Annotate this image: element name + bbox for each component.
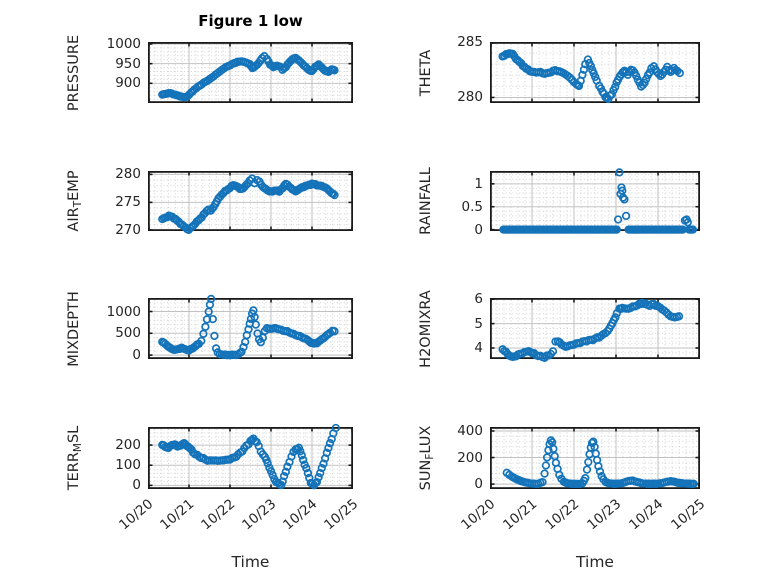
- plot-area-terrmsl: [147, 423, 353, 490]
- axes-frame: [147, 297, 353, 360]
- y-axis-label-subscript: M: [72, 443, 84, 453]
- subplot-rainfall: [489, 168, 700, 234]
- y-tick-label: 6: [474, 291, 483, 308]
- data-series-rainfall: [499, 168, 698, 234]
- plot-area-pressure: [147, 41, 353, 104]
- data-series-pressure: [158, 52, 339, 102]
- y-tick-label: 270: [115, 222, 141, 239]
- axes-frame: [147, 426, 353, 490]
- y-axis-label-subscript: F: [424, 453, 436, 460]
- y-axis-label-mixdepth: MIXDEPTH: [66, 290, 82, 367]
- y-tick-label: 500: [115, 325, 141, 342]
- y-tick-label: 0.5: [461, 198, 483, 215]
- y-tick-label: 285: [457, 34, 483, 50]
- y-axis-label-sunflux: SUNFLUX: [418, 425, 436, 491]
- x-axis-label-left: Time: [231, 553, 270, 571]
- data-series-h2omixra: [498, 298, 684, 362]
- y-axis-label-rainfall: RAINFALL: [418, 167, 434, 235]
- y-tick-label: 400: [457, 422, 483, 439]
- subplot-pressure: [147, 41, 353, 104]
- axes-frame: [147, 41, 353, 104]
- data-series-theta: [498, 49, 684, 104]
- grid-minor: [150, 173, 351, 229]
- y-axis-label-theta: THETA: [418, 49, 434, 96]
- y-axis-label-pressure: PRESSURE: [66, 34, 82, 111]
- y-axis-label-subscript: T: [72, 200, 84, 208]
- axes-frame: [147, 170, 353, 232]
- y-tick-label: 280: [457, 89, 483, 106]
- y-axis-label-terrmsl: TERRMSL: [66, 425, 84, 491]
- plot-area-h2omixra: [489, 297, 700, 362]
- data-series-terrmsl: [158, 423, 340, 490]
- y-tick-label: 1000: [106, 303, 141, 320]
- y-tick-label: 0: [474, 221, 483, 238]
- y-tick-label: 0: [132, 347, 141, 364]
- y-tick-label: 1000: [106, 35, 141, 52]
- y-tick-label: 275: [115, 194, 141, 211]
- data-series-airtemp: [158, 174, 339, 235]
- data-series-mixdepth: [158, 294, 339, 360]
- plot-area-theta: [489, 41, 700, 104]
- x-axis-label-right: Time: [576, 553, 614, 571]
- y-tick-label: 1: [474, 175, 483, 192]
- subplot-terrmsl: [147, 423, 353, 490]
- y-tick-label: 100: [115, 457, 141, 474]
- y-tick-label: 950: [115, 55, 141, 72]
- y-tick-label: 0: [474, 476, 483, 493]
- y-tick-label: 200: [115, 437, 141, 454]
- y-tick-label: 200: [457, 449, 483, 466]
- y-tick-label: 900: [115, 75, 141, 92]
- y-tick-label: 280: [115, 166, 141, 183]
- grid-minor: [492, 173, 698, 229]
- plot-area-airtemp: [147, 170, 353, 235]
- y-axis-label-h2omixra: H2OMIXRA: [418, 289, 434, 368]
- plot-area-sunflux: [489, 426, 700, 490]
- subplot-airtemp: [147, 170, 353, 235]
- y-tick-label: 4: [474, 340, 483, 357]
- plot-area-mixdepth: [147, 294, 353, 360]
- subplot-sunflux: [489, 426, 700, 490]
- y-tick-label: 5: [474, 315, 483, 332]
- subplot-theta: [489, 41, 700, 104]
- grid-major: [491, 172, 699, 230]
- plot-area-rainfall: [489, 168, 700, 234]
- axes-frame: [489, 297, 700, 360]
- axes-frame: [489, 41, 700, 104]
- subplot-mixdepth: [147, 294, 353, 360]
- figure-title: Figure 1 low: [198, 12, 303, 30]
- data-series-sunflux: [502, 436, 698, 489]
- y-tick-label: 0: [132, 477, 141, 494]
- y-axis-label-airtemp: AIRTEMP: [66, 170, 84, 232]
- subplot-h2omixra: [489, 297, 700, 362]
